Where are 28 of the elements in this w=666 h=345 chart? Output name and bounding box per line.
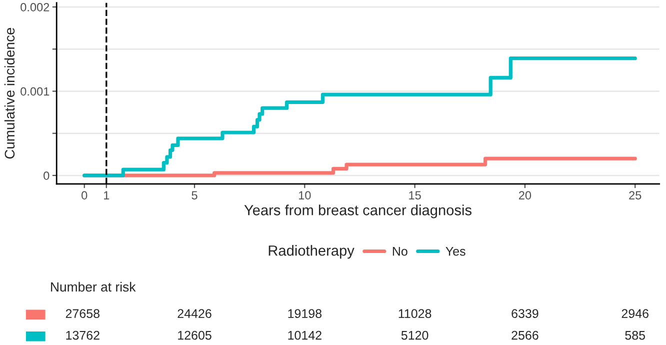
- x-tick-label: 10: [299, 191, 311, 200]
- text: 19198: [288, 309, 322, 318]
- x-tick-label: 20: [518, 191, 532, 200]
- y-tick-label: 0: [44, 171, 50, 180]
- x-tick-label: 1: [104, 191, 110, 200]
- text: Number at risk: [51, 282, 136, 292]
- x-tick-label: 5: [192, 191, 198, 200]
- legend-title: Radiotherapy: [268, 245, 354, 259]
- y-tick-label: 0.001: [20, 87, 50, 96]
- text: 585: [625, 330, 646, 340]
- x-axis-title: Years from breast cancer diagnosis: [244, 204, 472, 218]
- text: 5120: [401, 330, 428, 340]
- text: 24426: [178, 309, 212, 318]
- text: 27658: [66, 309, 100, 318]
- y-tick-label: 0.002: [20, 3, 50, 12]
- text: 2946: [622, 309, 648, 318]
- legend-label: Yes: [446, 247, 466, 256]
- x-tick-label: 0: [82, 191, 88, 200]
- x-tick-label: 15: [409, 191, 421, 200]
- text: 11028: [398, 309, 432, 318]
- text: 2566: [512, 330, 538, 340]
- text: 13762: [66, 330, 100, 340]
- text: 10142: [288, 330, 322, 340]
- text: 12605: [178, 330, 212, 340]
- y-axis-title: Cumulative incidence: [4, 28, 15, 159]
- legend-label: No: [392, 247, 408, 256]
- x-tick-label: 25: [629, 191, 642, 200]
- text: 6339: [512, 309, 538, 318]
